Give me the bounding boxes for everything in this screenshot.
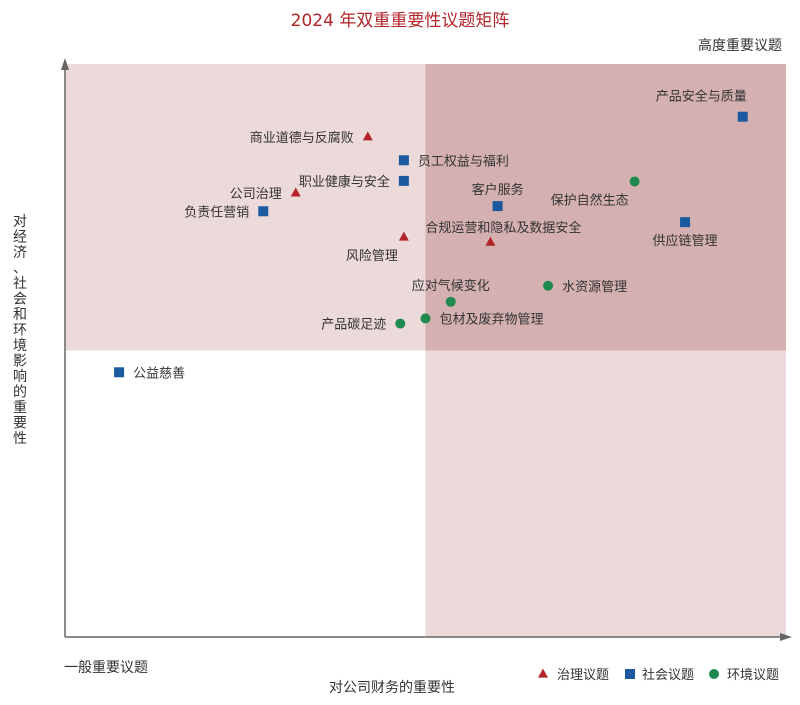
legend-label: 环境议题: [727, 668, 779, 683]
data-point-marker: [737, 111, 748, 122]
data-point-label: 公司治理: [230, 187, 282, 202]
quadrant-top-right: [425, 64, 786, 351]
data-point-label: 产品安全与质量: [656, 89, 747, 105]
data-point-marker: [398, 175, 409, 186]
data-point-label: 合规运营和隐私及数据安全: [425, 220, 581, 236]
data-point-marker: [258, 206, 269, 217]
axes: [61, 58, 792, 641]
x-axis-title: 对公司财务的重要性: [329, 680, 455, 696]
x-axis-arrow: [780, 633, 792, 641]
data-point-label: 保护自然生态: [551, 192, 629, 208]
data-point-label: 客户服务: [472, 182, 524, 198]
data-point-marker: [629, 176, 640, 187]
data-point-marker: [492, 201, 503, 212]
quadrant-bottom-right: [425, 350, 786, 637]
data-point-label: 职业健康与安全: [299, 174, 390, 190]
data-point-marker: [362, 131, 373, 141]
data-point-marker: [485, 236, 496, 246]
legend-label: 治理议题: [557, 668, 609, 683]
legend: 治理议题 社会议题 环境议题: [538, 667, 779, 683]
data-point-label: 供应链管理: [653, 233, 718, 249]
legend-item-social: 社会议题: [625, 667, 694, 683]
data-point-label: 水资源管理: [562, 280, 627, 295]
data-point-label: 公益慈善: [133, 365, 185, 381]
data-point-marker: [395, 318, 406, 329]
data-point-label: 员工权益与福利: [418, 153, 509, 169]
legend-item-environment: 环境议题: [709, 668, 779, 683]
data-point-marker: [290, 187, 301, 197]
data-point-marker: [398, 231, 409, 241]
legend-marker-social: [625, 669, 635, 679]
data-points: [114, 111, 748, 378]
legend-item-governance: 治理议题: [538, 668, 609, 683]
corner-label-high: 高度重要议题: [698, 37, 782, 54]
data-point-marker: [420, 313, 431, 324]
data-point-marker: [543, 280, 554, 291]
data-point-label: 产品碳足迹: [321, 318, 386, 333]
data-point-label: 包材及废弃物管理: [440, 311, 544, 327]
data-point-label: 商业道德与反腐败: [250, 131, 354, 146]
data-point-marker: [114, 367, 125, 378]
y-axis-arrow: [61, 58, 69, 70]
legend-label: 社会议题: [642, 667, 694, 683]
quadrant-top-left: [65, 64, 426, 351]
data-point-label: 应对气候变化: [412, 278, 490, 294]
data-point-marker: [398, 155, 409, 166]
quadrant-background: [65, 64, 786, 637]
legend-marker-environment: [709, 669, 719, 679]
corner-label-low: 一般重要议题: [64, 660, 148, 676]
data-point-label: 负责任营销: [184, 205, 249, 220]
data-point-marker: [445, 296, 456, 307]
chart-title: 2024 年双重重要性议题矩阵: [291, 11, 510, 31]
data-point-label: 风险管理: [346, 249, 398, 264]
y-axis-title: 对经济、社会和环境影响的重要性: [13, 214, 27, 447]
data-point-marker: [680, 217, 691, 228]
legend-marker-governance: [538, 668, 548, 678]
